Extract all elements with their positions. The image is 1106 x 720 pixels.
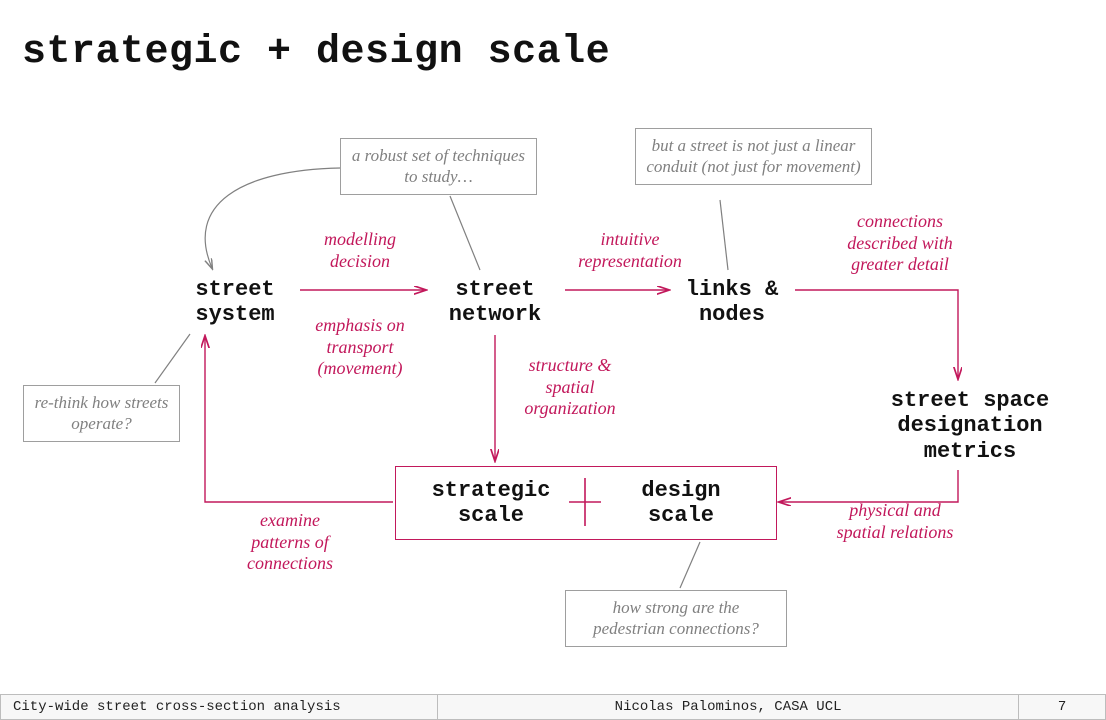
footer: City-wide street cross-section analysis … bbox=[0, 694, 1106, 720]
scale-box: strategic scale design scale bbox=[395, 466, 777, 540]
annot-examine-patterns: examine patterns of connections bbox=[220, 510, 360, 575]
annot-physical-spatial: physical and spatial relations bbox=[810, 500, 980, 543]
annot-modelling-decision: modelling decision bbox=[300, 229, 420, 272]
footer-left: City-wide street cross-section analysis bbox=[0, 694, 438, 720]
footer-mid: Nicolas Palominos, CASA UCL bbox=[438, 694, 1019, 720]
annot-emphasis-transport: emphasis on transport (movement) bbox=[295, 315, 425, 380]
slide-title: strategic + design scale bbox=[22, 30, 610, 75]
annot-intuitive-repr: intuitive representation bbox=[555, 229, 705, 272]
node-links-nodes: links & nodes bbox=[672, 277, 792, 328]
footer-page: 7 bbox=[1019, 694, 1106, 720]
callout-how-strong: how strong are the pedestrian connection… bbox=[565, 590, 787, 647]
callout-robust-techniques: a robust set of techniques to study… bbox=[340, 138, 537, 195]
annot-structure-spatial: structure & spatial organization bbox=[500, 355, 640, 420]
node-street-network: street network bbox=[430, 277, 560, 328]
annot-connections-detail: connections described with greater detai… bbox=[820, 211, 980, 276]
callout-not-linear: but a street is not just a linear condui… bbox=[635, 128, 872, 185]
node-street-system: street system bbox=[175, 277, 295, 328]
slide: strategic + design scale street system s… bbox=[0, 0, 1106, 720]
scale-box-design: design scale bbox=[586, 467, 776, 539]
callout-rethink: re-think how streets operate? bbox=[23, 385, 180, 442]
scale-box-strategic: strategic scale bbox=[396, 467, 586, 539]
node-street-space-metrics: street space designation metrics bbox=[870, 388, 1070, 464]
